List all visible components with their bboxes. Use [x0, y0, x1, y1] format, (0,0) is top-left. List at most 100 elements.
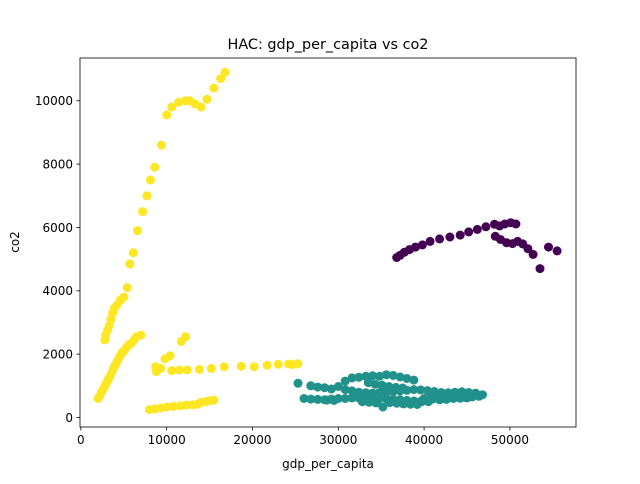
point-cluster-2-65: [236, 361, 246, 371]
point-cluster-2-39: [150, 162, 160, 172]
point-cluster-2-49: [209, 83, 219, 93]
point-cluster-2-36: [138, 207, 148, 217]
point-cluster-2-35: [133, 226, 142, 236]
point-cluster-2-58: [151, 362, 160, 372]
point-cluster-1-3: [320, 383, 330, 393]
point-cluster-1-89: [423, 397, 433, 407]
point-cluster-1-11: [375, 371, 384, 381]
y-axis-ticks: 0 2000 4000 6000 8000 10000: [35, 94, 80, 425]
point-cluster-1-77: [357, 397, 367, 407]
point-cluster-1-67: [377, 380, 387, 390]
point-cluster-1-15: [402, 374, 412, 383]
point-cluster-2-67: [262, 360, 272, 370]
point-cluster-2-55: [165, 351, 175, 361]
point-cluster-1-2: [313, 382, 323, 392]
point-cluster-1-81: [385, 398, 395, 408]
point-cluster-2-32: [122, 283, 132, 293]
point-cluster-0-5: [417, 240, 427, 250]
point-cluster-2-40: [157, 140, 166, 150]
point-cluster-2-57: [181, 332, 191, 342]
point-cluster-0-25: [528, 249, 538, 259]
point-cluster-1-10: [368, 371, 378, 381]
point-cluster-0-7: [435, 234, 445, 244]
point-cluster-2-42: [167, 102, 177, 112]
point-cluster-1-18: [306, 394, 316, 404]
chart-title: HAC: gdp_per_capita vs co2: [228, 37, 429, 53]
y-tick-label-4: 8000: [42, 157, 73, 171]
point-cluster-1-79: [371, 398, 381, 408]
point-cluster-1-70: [398, 383, 408, 393]
point-cluster-2-38: [145, 175, 155, 185]
x-axis-label: gdp_per_capita: [282, 457, 374, 471]
y-tick-label-1: 2000: [42, 347, 73, 361]
point-cluster-1-78: [364, 397, 374, 407]
point-cluster-1-66: [370, 379, 380, 389]
point-cluster-2-34: [128, 248, 138, 258]
x-tick-label-3: 30000: [319, 433, 357, 447]
point-cluster-1-68: [384, 382, 394, 391]
point-cluster-2-61: [182, 365, 192, 375]
y-tick-label-3: 6000: [42, 221, 73, 235]
point-cluster-1-23: [340, 394, 350, 403]
point-cluster-1-6: [340, 376, 350, 386]
point-cluster-2-41: [162, 110, 172, 120]
point-cluster-1-64: [474, 391, 484, 401]
y-axis-label: co2: [8, 231, 22, 253]
point-cluster-2-33: [125, 259, 135, 269]
x-tick-label-0: 0: [77, 433, 85, 447]
point-cluster-2-43: [174, 97, 184, 107]
point-cluster-1-38: [361, 388, 371, 398]
point-cluster-1-16: [409, 375, 419, 385]
x-tick-label-1: 10000: [148, 433, 186, 447]
x-axis-ticks: 0 10000 20000 30000 40000 50000: [77, 427, 529, 447]
point-cluster-0-4: [411, 242, 420, 252]
point-cluster-1-75: [455, 393, 465, 403]
point-cluster-1-46: [416, 385, 426, 395]
point-cluster-1-72: [435, 395, 445, 405]
point-cluster-2-76: [169, 401, 178, 411]
point-cluster-2-48: [202, 94, 212, 104]
point-cluster-1-36: [347, 386, 357, 396]
scatter-points: [93, 67, 562, 415]
point-cluster-1-24: [347, 393, 357, 403]
point-cluster-1-74: [448, 394, 458, 403]
point-cluster-0-28: [552, 246, 562, 256]
point-cluster-2-71: [293, 359, 303, 369]
point-cluster-0-6: [425, 236, 435, 246]
point-cluster-1-65: [363, 378, 373, 388]
point-cluster-1-47: [423, 386, 432, 396]
point-cluster-2-21: [136, 330, 146, 340]
x-tick-label-4: 40000: [405, 433, 443, 447]
point-cluster-2-47: [196, 102, 206, 112]
point-cluster-2-66: [249, 362, 259, 372]
point-cluster-2-51: [220, 67, 230, 77]
point-cluster-1-1: [306, 381, 316, 391]
point-cluster-1-7: [347, 373, 357, 383]
point-cluster-2-62: [194, 364, 204, 374]
point-cluster-0-9: [455, 230, 465, 240]
point-cluster-2-68: [273, 359, 283, 369]
point-cluster-1-69: [391, 382, 401, 392]
point-cluster-1-73: [441, 394, 451, 404]
point-cluster-0-17: [511, 219, 521, 229]
point-cluster-2-37: [142, 191, 152, 201]
point-cluster-1-39: [368, 388, 378, 398]
point-cluster-2-64: [219, 362, 229, 372]
point-cluster-1-45: [409, 385, 419, 395]
y-tick-label-0: 0: [65, 411, 73, 425]
point-cluster-2-84: [209, 395, 219, 405]
point-cluster-1-19: [313, 394, 323, 404]
point-cluster-1-17: [299, 394, 309, 403]
point-cluster-1-86: [329, 395, 339, 405]
point-cluster-1-82: [392, 398, 402, 408]
point-cluster-1-13: [388, 370, 398, 380]
y-tick-label-5: 10000: [35, 94, 73, 108]
point-cluster-2-60: [175, 365, 184, 375]
point-cluster-0-12: [481, 222, 491, 232]
point-cluster-1-76: [462, 393, 472, 403]
point-cluster-1-37: [354, 387, 364, 397]
point-cluster-0-10: [464, 227, 474, 237]
point-cluster-0-26: [535, 264, 545, 274]
point-cluster-1-40: [375, 388, 384, 397]
